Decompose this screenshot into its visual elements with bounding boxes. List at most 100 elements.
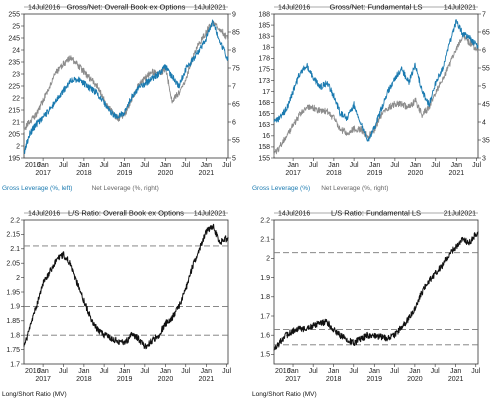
y-tick-label-left: 235 xyxy=(8,59,20,66)
x-tick-label: Jan xyxy=(369,368,380,375)
data-point xyxy=(299,327,300,328)
data-point xyxy=(312,77,314,79)
y-tick-label-right: 5 xyxy=(232,155,236,162)
data-point xyxy=(346,117,348,119)
x-tick-label: Jan xyxy=(328,162,339,169)
data-point xyxy=(428,104,430,106)
data-point xyxy=(117,340,119,342)
data-point xyxy=(435,82,437,84)
y-tick-label-right: 6 xyxy=(482,47,486,54)
y-tick-label-left: 25 xyxy=(12,23,20,30)
y-tick-label-left: 205 xyxy=(8,131,20,138)
data-point xyxy=(469,42,471,44)
data-point xyxy=(374,126,376,128)
plot-frame xyxy=(273,219,479,365)
x-tick-label: Jul xyxy=(350,162,359,169)
x-year-label: 2017 xyxy=(35,376,51,383)
data-point xyxy=(165,323,166,325)
data-point xyxy=(360,122,362,123)
data-point xyxy=(292,91,294,92)
y-tick-label-right: 55 xyxy=(232,137,240,144)
data-point xyxy=(415,64,416,66)
data-point xyxy=(158,334,159,336)
y-tick-label-left: 2.1 xyxy=(10,246,20,253)
data-point xyxy=(387,107,389,108)
x-tick-label: Jan xyxy=(410,162,421,169)
data-point xyxy=(340,113,341,115)
data-point xyxy=(333,95,335,97)
chart-ls-ratio-fundamental: L/S Ratio: Fundamental LS 14Jul2016 21Jul2… xyxy=(252,209,481,399)
x-year-label: 2018 xyxy=(326,376,342,383)
data-point xyxy=(227,236,229,238)
data-point xyxy=(69,56,71,58)
x-tick-label: Jan xyxy=(409,368,420,375)
chart-panel-gross-net-fundamental: Gross/Net: Fundamental LS 14Jul2016 14Jul2… xyxy=(250,0,500,205)
data-point xyxy=(299,114,301,116)
x-year-label: 2017 xyxy=(285,376,301,383)
chart-ls-ratio-overall: L/S Ratio: Overall Book ex Options 14Jul2… xyxy=(2,209,231,399)
data-point xyxy=(23,346,25,348)
legend-label: Net Leverage (%, right) xyxy=(92,185,159,192)
data-point xyxy=(326,82,328,84)
data-point xyxy=(56,100,57,101)
data-point xyxy=(130,334,132,336)
legend-label: Net Leverage (%, right) xyxy=(321,185,388,192)
data-point xyxy=(448,254,450,255)
data-point xyxy=(380,336,382,338)
data-point xyxy=(428,281,429,282)
data-point xyxy=(434,273,436,275)
legend-label: Long/Short Ratio (MV) xyxy=(2,391,67,398)
x-tick-label: Jan xyxy=(287,368,298,375)
data-point xyxy=(96,85,98,87)
y-tick-label-left: 215 xyxy=(8,107,20,114)
y-tick-label-left: 1.85 xyxy=(6,318,20,325)
data-point xyxy=(199,42,200,44)
data-point xyxy=(367,139,369,141)
series-line-left xyxy=(273,19,479,142)
data-point xyxy=(90,78,91,80)
data-point xyxy=(279,342,280,344)
y-tick-label-left: 1.5 xyxy=(260,352,270,359)
x-tick-label: Jul xyxy=(222,162,231,169)
series-line-right xyxy=(273,32,479,157)
data-point xyxy=(83,300,85,301)
data-point xyxy=(455,20,457,21)
data-point xyxy=(29,121,30,123)
x-year-label: 2021 xyxy=(449,170,465,177)
data-point xyxy=(477,49,479,51)
x-year-label: 2020 xyxy=(158,376,174,383)
y-tick-label-left: 2.1 xyxy=(260,237,270,244)
x-tick-label: Jan xyxy=(450,368,461,375)
data-point xyxy=(124,112,126,113)
data-point xyxy=(137,88,139,89)
data-point xyxy=(455,246,456,248)
data-point xyxy=(124,343,126,345)
data-point xyxy=(151,78,153,80)
data-point xyxy=(477,231,479,232)
y-tick-label-left: 18 xyxy=(262,45,270,52)
data-point xyxy=(360,338,362,340)
data-point xyxy=(273,122,275,123)
start-date-marker: 14Jul2016 xyxy=(278,211,310,218)
y-tick-label-left: 178 xyxy=(258,56,270,63)
data-point xyxy=(333,329,335,330)
data-point xyxy=(441,265,443,267)
data-point xyxy=(171,317,173,319)
y-tick-label-left: 158 xyxy=(258,144,270,151)
data-point xyxy=(62,64,64,65)
data-point xyxy=(455,49,457,51)
end-date-marker: 14Jul2021 xyxy=(194,5,226,12)
x-year-label: 2020 xyxy=(408,170,424,177)
data-point xyxy=(185,288,187,290)
y-tick-label-right: 45 xyxy=(482,101,490,108)
data-point xyxy=(199,49,200,51)
data-point xyxy=(292,331,294,332)
x-tick-label: 2016 xyxy=(25,368,41,375)
y-tick-label-left: 168 xyxy=(258,100,270,107)
data-point xyxy=(69,262,71,264)
data-point xyxy=(285,136,287,137)
data-point xyxy=(407,319,409,321)
data-point xyxy=(83,71,85,72)
y-tick-label-left: 2.05 xyxy=(6,261,20,268)
data-point xyxy=(42,116,44,118)
